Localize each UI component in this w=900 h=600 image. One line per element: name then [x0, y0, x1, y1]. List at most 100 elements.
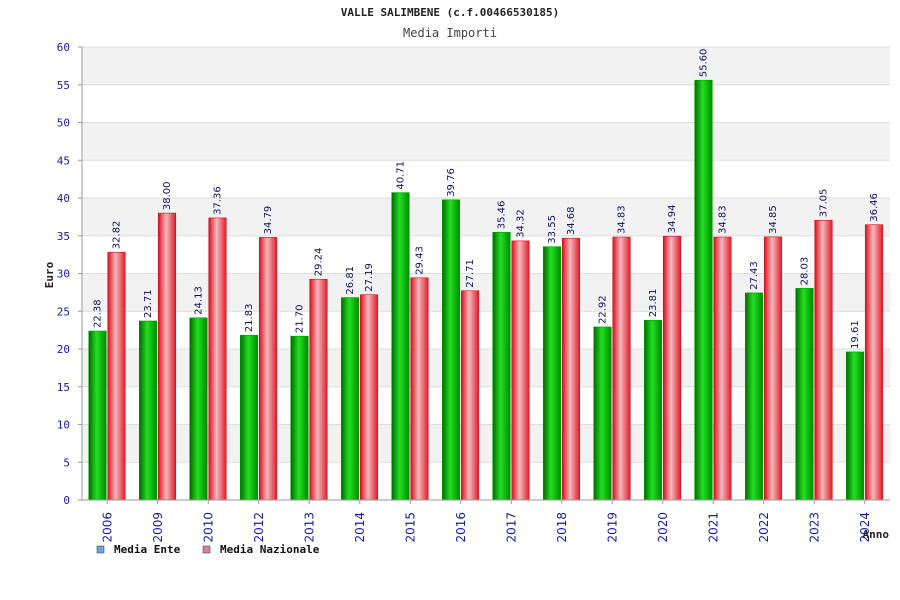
x-tick-label: 2014	[353, 512, 367, 543]
data-label-media-ente: 40.71	[396, 161, 407, 190]
x-tick-label: 2017	[504, 512, 518, 543]
data-label-media-ente: 35.46	[497, 201, 508, 230]
legend-swatch-ente	[96, 545, 105, 554]
bar-media-nazionale	[561, 237, 581, 501]
x-tick-label: 2022	[757, 512, 771, 543]
data-label-media-ente: 33.55	[547, 215, 558, 244]
x-axis-ticks: 2006 2009 2010 2012 2013 2014 2015 2016 2017 2018…	[100, 500, 872, 543]
y-tick-label: 0	[63, 494, 70, 507]
x-tick-label: 2006	[100, 512, 114, 543]
y-axis-label: Euro	[43, 261, 56, 288]
x-tick-label: 2023	[807, 512, 821, 543]
bar-media-ente	[744, 292, 764, 501]
bar-media-ente	[138, 320, 158, 501]
bar-media-nazionale	[258, 237, 278, 501]
y-tick-label: 10	[57, 419, 70, 432]
bar-media-nazionale	[460, 290, 480, 501]
bar-media-ente	[694, 79, 713, 501]
legend-swatch-nazionale	[202, 545, 211, 554]
bar-media-ente	[290, 335, 309, 501]
x-tick-label: 2013	[302, 512, 316, 543]
data-label-media-nazionale: 27.71	[465, 259, 476, 288]
data-label-media-ente: 23.71	[143, 289, 154, 318]
data-label-media-nazionale: 34.32	[516, 209, 527, 238]
x-tick-label: 2021	[706, 512, 720, 543]
data-label-media-nazionale: 29.43	[415, 246, 426, 275]
data-label-media-nazionale: 34.68	[566, 207, 577, 236]
y-tick-label: 45	[57, 154, 70, 167]
bar-media-nazionale	[359, 294, 379, 501]
bar-media-ente	[189, 317, 208, 501]
legend-label-ente: Media Ente	[114, 543, 181, 556]
data-label-media-nazionale: 37.36	[213, 186, 224, 215]
bar-media-nazionale	[157, 212, 177, 501]
data-label-media-ente: 24.13	[194, 286, 205, 315]
x-tick-label: 2010	[201, 512, 215, 543]
x-tick-label: 2009	[151, 512, 165, 543]
data-label-media-ente: 19.61	[850, 320, 861, 349]
bar-media-nazionale	[208, 217, 227, 501]
bar-media-nazionale	[107, 251, 126, 501]
data-label-media-nazionale: 29.24	[314, 248, 325, 277]
data-label-media-ente: 39.76	[446, 168, 457, 197]
grid-band	[82, 122, 890, 161]
bar-media-ente	[340, 297, 360, 501]
legend: Media Ente Media Nazionale	[96, 543, 320, 556]
y-tick-label: 30	[57, 268, 70, 281]
chart-subtitle: Media Importi	[403, 26, 497, 40]
data-label-media-ente: 28.03	[800, 257, 811, 286]
data-label-media-nazionale: 34.83	[718, 205, 729, 234]
x-tick-label: 2016	[454, 512, 468, 543]
data-label-media-nazionale: 27.19	[364, 263, 375, 292]
bar-media-ente	[88, 330, 107, 501]
data-label-media-nazionale: 34.94	[667, 205, 678, 234]
data-label-media-nazionale: 32.82	[112, 221, 123, 250]
legend-label-nazionale: Media Nazionale	[220, 543, 320, 556]
y-tick-label: 40	[57, 192, 70, 205]
data-label-media-ente: 23.81	[648, 289, 659, 318]
data-label-media-ente: 27.43	[749, 261, 760, 290]
bar-media-ente	[391, 192, 410, 501]
bar-media-ente	[441, 199, 461, 501]
bar-media-nazionale	[713, 236, 732, 501]
x-tick-label: 2020	[656, 512, 670, 543]
bar-media-ente	[643, 319, 663, 501]
y-tick-label: 60	[57, 41, 70, 54]
bar-media-ente	[542, 246, 562, 501]
bar-media-nazionale	[511, 240, 530, 501]
bar-media-ente	[239, 334, 259, 501]
y-tick-label: 35	[57, 230, 70, 243]
x-axis-label: Anno	[863, 528, 890, 541]
data-label-media-ente: 55.60	[699, 49, 710, 78]
data-label-media-nazionale: 36.46	[869, 193, 880, 222]
data-label-media-ente: 22.92	[598, 295, 609, 324]
data-label-media-nazionale: 34.79	[263, 206, 274, 235]
y-axis-ticks: 0 5 10 15 20 25 30 35 40 45 50 55 60	[57, 41, 82, 507]
x-tick-label: 2012	[252, 512, 266, 543]
bar-media-ente	[492, 231, 511, 501]
y-tick-label: 15	[57, 381, 70, 394]
bar-media-nazionale	[864, 224, 884, 501]
data-label-media-ente: 21.70	[295, 305, 306, 334]
x-tick-label: 2015	[403, 512, 417, 543]
chart-title: VALLE SALIMBENE (c.f.00466530185)	[341, 6, 560, 19]
y-tick-label: 50	[57, 117, 70, 130]
data-label-media-ente: 21.83	[244, 304, 255, 333]
bars-group: 22.38 32.82 23.71 38.00 24.13 37.36 21.83 34.79…	[88, 49, 884, 501]
y-tick-label: 25	[57, 305, 70, 318]
data-label-media-nazionale: 34.83	[617, 205, 628, 234]
x-tick-label: 2018	[555, 512, 569, 543]
bar-media-nazionale	[662, 235, 682, 501]
bar-media-ente	[795, 288, 814, 501]
data-label-media-nazionale: 34.85	[768, 205, 779, 234]
bar-media-nazionale	[814, 219, 833, 501]
bar-media-nazionale	[612, 236, 631, 501]
data-label-media-nazionale: 38.00	[162, 181, 173, 210]
y-tick-label: 20	[57, 343, 70, 356]
y-tick-label: 5	[63, 456, 70, 469]
bar-media-nazionale	[410, 277, 429, 501]
x-tick-label: 2019	[605, 512, 619, 543]
data-label-media-nazionale: 37.05	[819, 189, 830, 218]
bar-media-ente	[845, 351, 865, 501]
